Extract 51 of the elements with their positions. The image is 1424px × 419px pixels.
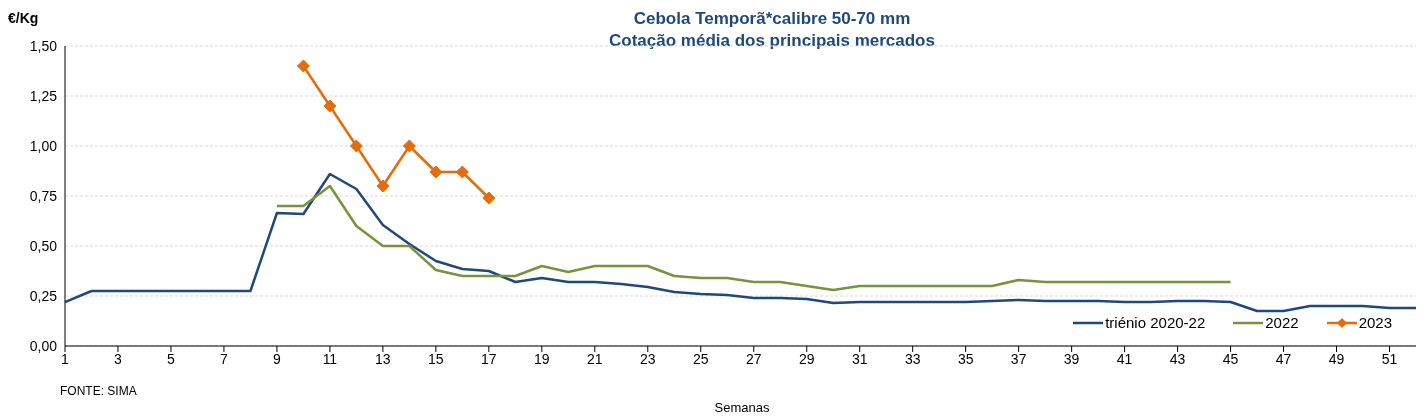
chart-title: Cebola Temporã*calibre 50-70 mm: [632, 8, 912, 30]
y-tick-label: 0,00: [29, 337, 58, 354]
x-tick-label: 41: [1116, 350, 1133, 367]
x-tick-label: 29: [798, 350, 815, 367]
y-tick-label: 1,25: [29, 87, 58, 104]
x-tick-label: 3: [114, 350, 123, 367]
source-note: FONTE: SIMA: [60, 384, 137, 398]
y-tick-label: 0,25: [29, 287, 58, 304]
x-tick-label: 19: [534, 350, 550, 367]
x-tick-label: 37: [1010, 350, 1027, 367]
x-tick-label: 21: [587, 350, 603, 367]
y-tick-label: 0,50: [29, 237, 58, 254]
line-series: [275, 184, 1232, 292]
x-tick-label: 11: [322, 350, 338, 367]
x-tick-label: 15: [428, 350, 444, 367]
x-tick-label: 23: [640, 350, 656, 367]
point: [323, 99, 337, 113]
x-tick-label: 9: [273, 350, 282, 367]
y-tick-label: 0,75: [29, 187, 58, 204]
line-series: [65, 172, 1416, 313]
point: [429, 165, 443, 179]
x-tick-label: 17: [481, 350, 497, 367]
point: [402, 139, 416, 153]
x-tick-label: 47: [1275, 350, 1292, 367]
legend-label: 2022: [1265, 314, 1299, 331]
legend-label: triénio 2020-22: [1105, 314, 1206, 331]
x-tick-label: 13: [375, 350, 391, 367]
y-tick-label: 1,00: [29, 137, 58, 154]
x-tick-label: 5: [167, 350, 176, 367]
x-axis-title: Semanas: [713, 400, 771, 415]
x-tick-label: 33: [904, 350, 921, 367]
chart-subtitle: Cotação média dos principais mercados: [608, 30, 936, 52]
x-tick-label: 39: [1063, 350, 1080, 367]
y-tick-label: 1,50: [29, 37, 58, 54]
x-tick-label: 25: [692, 350, 709, 367]
point: [482, 191, 496, 205]
point: [455, 165, 469, 179]
point: [349, 139, 363, 153]
legend-label: 2023: [1358, 314, 1392, 331]
x-tick-label: 51: [1381, 350, 1398, 367]
y-axis-title: €/Kg: [8, 10, 39, 26]
x-tick-label: 1: [61, 350, 70, 367]
point: [296, 59, 310, 73]
x-tick-label: 35: [957, 350, 974, 367]
x-tick-label: 43: [1169, 350, 1186, 367]
x-tick-label: 31: [851, 350, 868, 367]
x-tick-label: 45: [1222, 350, 1239, 367]
point: [376, 179, 390, 193]
x-tick-label: 49: [1328, 350, 1345, 367]
x-tick-label: 7: [220, 350, 229, 367]
x-tick-label: 27: [745, 350, 762, 367]
